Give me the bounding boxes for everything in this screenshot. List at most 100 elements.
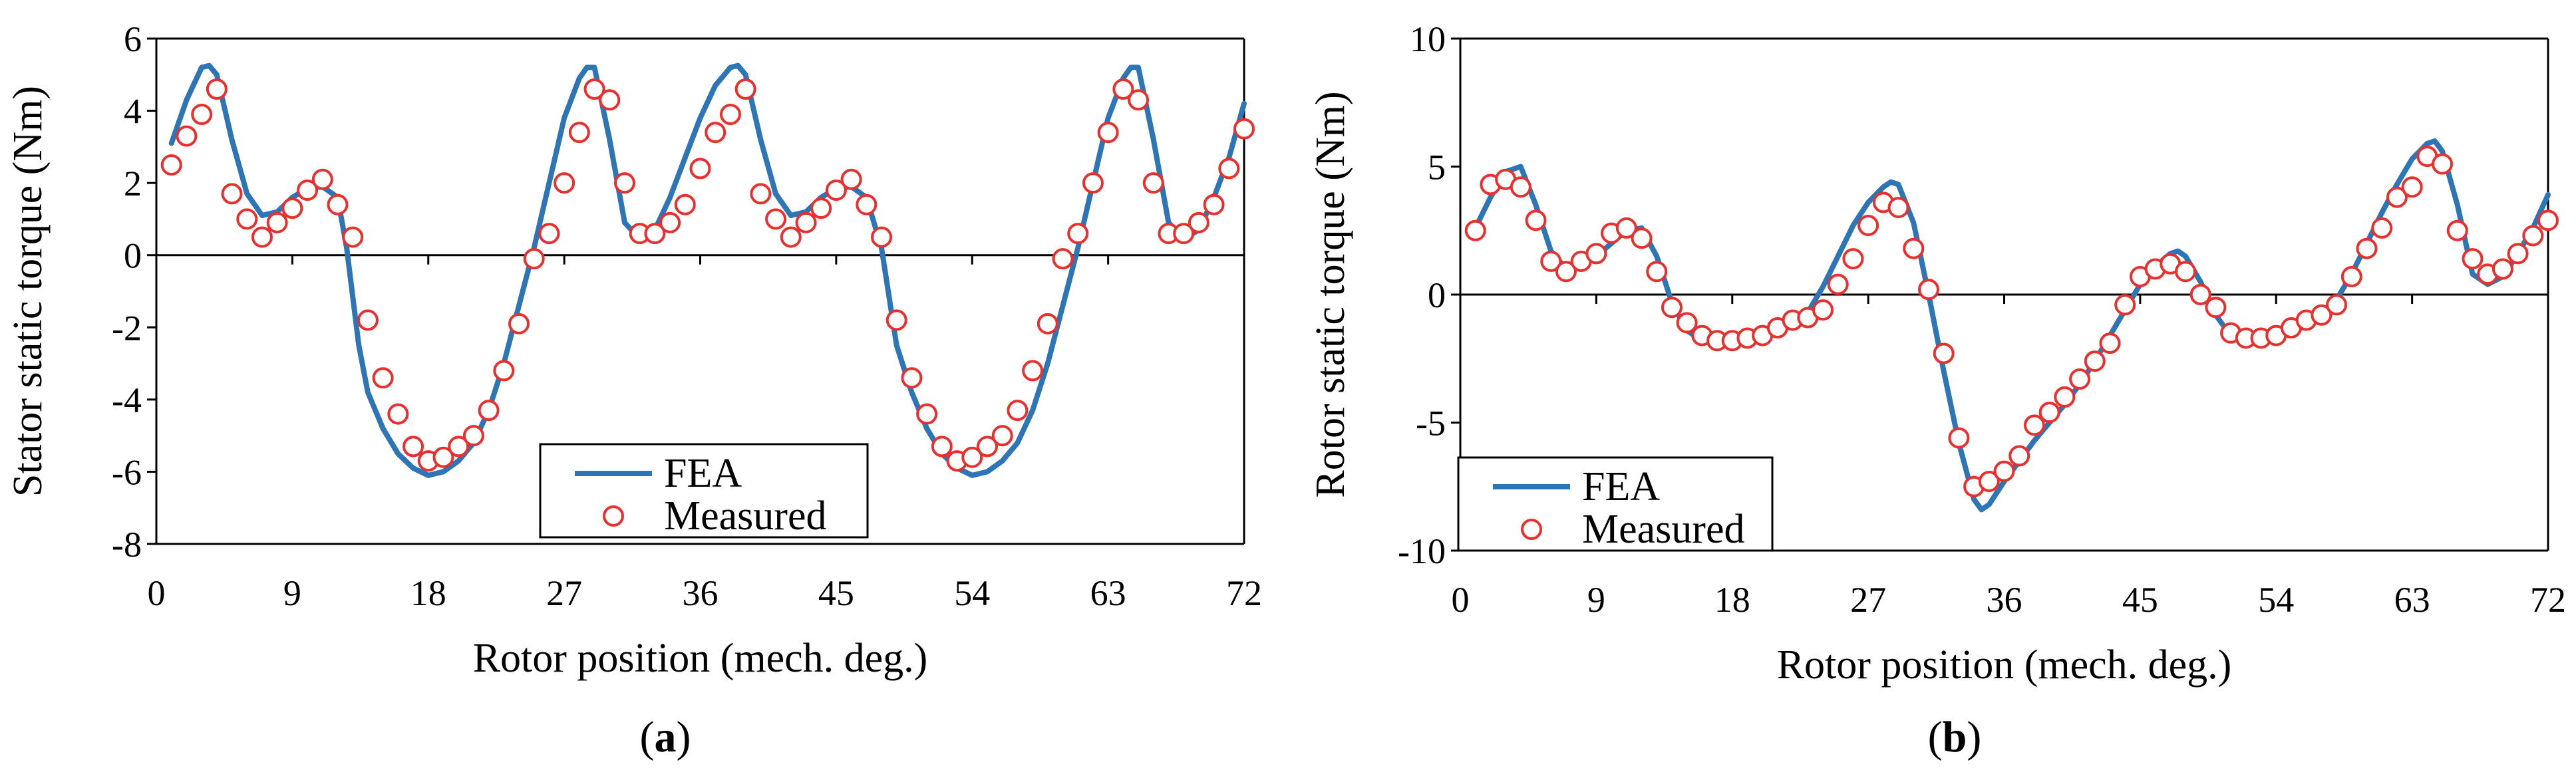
measured-point: [2084, 350, 2106, 372]
measured-point: [1842, 248, 1864, 270]
measured-point: [327, 194, 349, 215]
y-axis-title: Stator static torque (Nm): [5, 86, 51, 497]
measured-point: [478, 400, 500, 422]
y-tick-label: -6: [112, 452, 142, 492]
measured-point: [2371, 217, 2393, 239]
x-tick-label: 27: [1850, 580, 1886, 620]
x-tick-label: 63: [2394, 580, 2430, 620]
measured-point: [2537, 209, 2559, 231]
measured-point: [2356, 237, 2378, 259]
measured-point: [734, 78, 756, 100]
x-tick-label: 45: [818, 573, 854, 613]
measured-point: [1903, 237, 1925, 259]
panel-label: (a): [640, 713, 691, 761]
measured-point: [810, 197, 832, 219]
measured-point: [1857, 215, 1879, 237]
measured-point: [266, 211, 288, 233]
measured-point: [432, 446, 454, 468]
measured-point: [976, 436, 998, 457]
y-tick-label: 2: [124, 164, 142, 203]
x-axis-title: Rotor position (mech. deg.): [473, 636, 928, 681]
x-tick-label: 54: [2258, 580, 2294, 620]
y-tick-label: 0: [124, 236, 142, 276]
measured-point: [1082, 172, 1104, 194]
measured-point: [160, 154, 182, 176]
measured-point: [448, 436, 470, 457]
measured-point: [825, 180, 847, 201]
measured-point: [191, 104, 213, 125]
x-tick-label: 63: [1090, 573, 1126, 613]
measured-point: [251, 226, 273, 248]
y-tick-label: 0: [1428, 275, 1446, 315]
measured-point: [613, 172, 635, 194]
measured-point: [568, 122, 590, 144]
x-tick-label: 0: [148, 573, 166, 613]
measured-point: [2311, 304, 2333, 326]
measured-point: [538, 223, 560, 245]
measured-point: [1525, 209, 1547, 231]
measured-point: [387, 403, 409, 425]
legend-fea-label: FEA: [664, 451, 742, 496]
measured-point: [2446, 219, 2468, 241]
measured-point: [2205, 297, 2227, 319]
x-tick-label: 9: [283, 573, 301, 613]
measured-point: [508, 313, 530, 334]
measured-point: [901, 367, 923, 389]
measured-point: [1933, 342, 1955, 364]
y-tick-label: 10: [1410, 19, 1446, 59]
measured-point: [1631, 227, 1653, 249]
measured-point: [931, 436, 953, 457]
measured-point: [2114, 294, 2136, 316]
measured-point: [523, 248, 545, 270]
panel-label-close-paren: ): [1967, 713, 1981, 761]
measured-point: [206, 78, 228, 100]
panel-label-letter: a: [655, 713, 677, 761]
panel-label: (b): [1928, 713, 1982, 761]
measured-point: [1007, 400, 1029, 422]
measured-point: [357, 309, 379, 331]
measured-point: [840, 168, 862, 190]
x-axis-title: Rotor position (mech. deg.): [1777, 642, 2232, 688]
measured-point: [297, 180, 319, 201]
measured-point: [2432, 153, 2454, 175]
measured-point: [1067, 223, 1089, 245]
chart-panel-a: -8 -6 -4 -2 0 2 4 6 0 9 18 27 36 45 54 63 72 Rotor positi…: [5, 19, 1262, 761]
y-tick-label: 5: [1428, 148, 1446, 188]
measured-point: [2462, 248, 2484, 270]
measured-point: [719, 104, 741, 125]
measured-point: [674, 194, 696, 215]
measured-point: [1887, 197, 1909, 219]
measured-point: [2401, 176, 2423, 198]
measured-point: [2099, 332, 2121, 354]
measured-point: [1510, 176, 1531, 198]
x-tick-label: 9: [1587, 580, 1605, 620]
measured-point: [886, 309, 907, 331]
y-tick-label: -5: [1416, 404, 1446, 444]
measured-point: [1218, 158, 1240, 180]
measured-point: [372, 367, 394, 389]
measured-point: [342, 226, 364, 248]
y-tick-label: -8: [112, 525, 142, 565]
measured-point: [961, 446, 983, 468]
measured-point: [2175, 261, 2196, 283]
measured-point: [689, 158, 711, 180]
y-tick-label: -4: [112, 380, 142, 420]
measured-point: [462, 425, 484, 447]
measured-point: [1173, 223, 1195, 245]
y-tick-label: -10: [1398, 531, 1446, 571]
x-tick-label: 72: [2530, 580, 2566, 620]
measured-point: [1142, 172, 1164, 194]
measured-point: [2386, 186, 2408, 208]
legend-fea-label: FEA: [1582, 464, 1660, 509]
measured-point: [1917, 279, 1939, 301]
measured-point: [1978, 471, 2000, 493]
measured-point: [281, 197, 303, 219]
legend-measured-label: Measured: [1582, 507, 1744, 552]
measured-point: [750, 183, 772, 205]
panel-label-close-paren: ): [677, 713, 691, 761]
measured-point: [221, 183, 243, 205]
measured-point: [1233, 118, 1255, 140]
measured-point: [1948, 427, 1970, 449]
measured-point: [1661, 297, 1683, 319]
measured-point: [583, 78, 605, 100]
